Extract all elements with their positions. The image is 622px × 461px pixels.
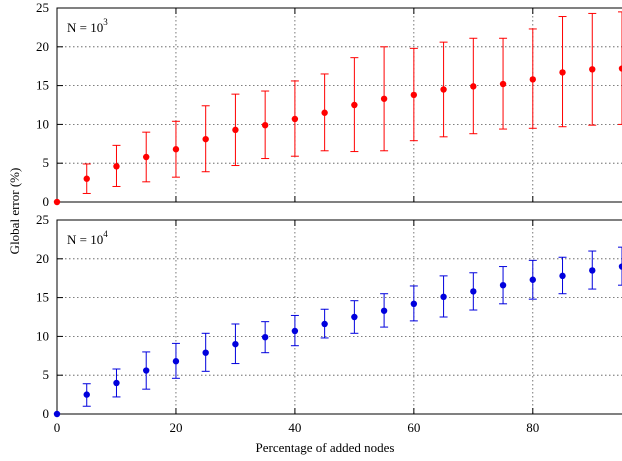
data-point [232,340,239,348]
data-point [440,293,447,301]
data-point [113,379,120,387]
data-point [113,163,120,170]
data-point [321,320,328,328]
plot-frame [56,7,622,203]
panel-label: N = 103 [67,17,108,35]
x-tick-label: 0 [54,420,61,435]
data-point [529,276,536,283]
data-point [83,175,90,182]
data-point [202,349,209,356]
x-axis-title: Percentage of added nodes [256,440,395,455]
plot-frame [56,219,622,415]
y-tick-label: 10 [36,328,49,343]
data-point [618,263,622,270]
x-tick-label: 60 [407,420,420,435]
data-point [321,109,328,116]
y-tick-label: 5 [43,155,50,170]
panel-bottom: 0 5 10 15 20 25 N = 104 [36,212,622,421]
data-point [499,80,507,88]
x-tick-labels: 0 20 40 60 80 [54,420,540,435]
data-point [291,115,299,123]
data-point [83,391,90,398]
x-tick-label: 20 [169,420,182,435]
panel-top: 0 5 10 15 20 25 N = 103 [36,0,622,209]
data-point [53,198,61,206]
data-point [440,86,447,93]
data-point [351,101,358,109]
x-tick-label: 40 [288,420,301,435]
y-tick-label: 20 [36,39,49,54]
y-tick-label: 0 [43,406,50,421]
data-point [589,267,596,274]
data-point [291,327,299,335]
y-tick-label: 25 [36,212,49,227]
y-tick-label: 0 [43,194,50,209]
y-tick-label: 15 [36,290,49,305]
data-point [618,65,622,72]
data-point [53,410,61,418]
data-point [380,95,388,102]
data-point [261,333,269,341]
data-point [143,367,150,374]
data-point [499,281,507,289]
data-point [559,69,566,76]
data-point [172,358,180,365]
panel-label-exponent: 3 [103,17,108,27]
data-point [559,272,566,280]
data-point [202,135,209,143]
y-axis-title: Global error (%) [7,168,22,255]
y-tick-label: 25 [36,0,49,15]
data-point [232,126,239,134]
data-point [529,76,536,83]
y-tick-label: 15 [36,78,49,93]
data-point [410,300,418,308]
data-point [470,288,477,295]
x-tick-label: 80 [526,420,539,435]
data-point [410,91,418,99]
data-point [143,153,150,161]
panel-label: N = 104 [67,229,108,247]
data-point [351,313,358,321]
y-tick-label: 20 [36,251,49,266]
y-tick-label: 10 [36,116,49,131]
data-point [172,146,180,153]
panel-label-exponent: 4 [103,229,108,239]
y-tick-label: 5 [43,367,50,382]
data-point [589,66,596,73]
data-point [380,307,388,314]
data-point [261,121,269,129]
data-point [470,83,477,90]
